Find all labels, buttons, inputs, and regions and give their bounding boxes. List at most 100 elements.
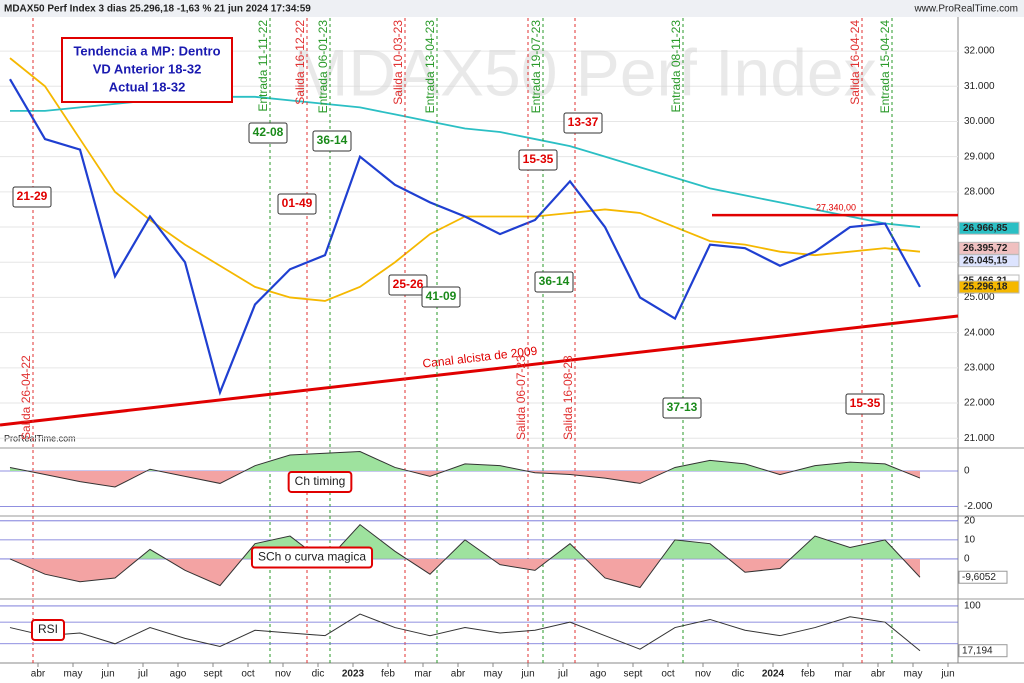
x-tick-label: feb [381,669,395,680]
signal-label: Entrada 08-11-23 [669,20,683,113]
count-box [421,286,461,308]
count-box [845,393,885,415]
count-box [534,271,574,293]
x-tick-label: abr [451,669,466,680]
last-value-label: -9,6052 [962,572,996,583]
signal-label: Salida 16-08-23 [561,355,575,440]
x-tick-label: mar [834,669,852,680]
count-box [662,397,702,419]
y-tick-label: 28.000 [964,186,995,197]
price-tag-label: 26.045,15 [963,255,1008,266]
x-tick-label: oct [241,669,255,680]
price-tag-label: 25.296,18 [963,282,1008,293]
x-tick-label: ago [590,669,607,680]
signal-label: Salida 26-04-22 [19,355,33,440]
count-label: 15-35 [850,396,881,410]
x-tick-label: jul [137,669,148,680]
y-tick-label: 22.000 [964,398,995,409]
count-box [563,112,603,134]
indicator-label-box [287,471,353,493]
count-box [388,274,428,296]
signal-label: Entrada 19-07-23 [529,20,543,114]
y-tick-label: 10 [964,535,976,546]
y-tick-label: 23.000 [964,362,995,373]
watermark: MDAX50 Perf Index [293,35,876,109]
y-tick-label: 100 [964,601,981,612]
x-tick-label: dic [312,669,325,680]
x-tick-label: jun [100,669,114,680]
indicator-label-box [250,546,374,569]
signal-label: Salida 10-03-23 [391,20,405,105]
indicator-label: Ch timing [295,474,346,488]
x-tick-label: abr [31,669,46,680]
header-site: www.ProRealTime.com [913,4,1018,15]
area-positive [10,451,920,471]
count-label: 01-49 [282,196,313,210]
resistance-label: 27.340,00 [816,202,856,212]
count-label: 36-14 [317,133,348,147]
x-tick-label: may [64,669,83,680]
indicator-line [9,523,921,589]
indicator-label-box [30,619,66,641]
signal-label: Salida 16-04-24 [848,20,862,105]
info-box [61,37,233,103]
x-tick-label: ago [170,669,187,680]
indicator-label: SCh o curva magica [258,550,366,564]
x-tick-label: abr [871,669,886,680]
y-tick-label: 29.000 [964,151,995,162]
count-label: 25-26 [393,277,424,291]
count-box [518,149,558,171]
x-tick-label: feb [801,669,815,680]
price-tag-label: 26.966,85 [963,223,1008,234]
price-tag [958,254,1020,268]
x-tick-label: jul [557,669,568,680]
y-tick-label: 32.000 [964,46,995,57]
header-bar [0,0,1024,17]
last-value-box [958,644,1008,658]
channel-line [0,314,959,427]
count-label: 37-13 [667,400,698,414]
price-tag [958,221,1020,235]
y-tick-label: 21.000 [964,433,995,444]
signal-label: Entrada 11-11-22 [256,20,270,112]
y-tick-label: 31.000 [964,81,995,92]
area-negative [10,471,920,487]
price-tag [958,280,1020,294]
count-label: 13-37 [568,115,599,129]
price-line [9,78,921,396]
y-tick-label: 30.000 [964,116,995,127]
x-tick-label: nov [275,669,291,680]
x-tick-label: sept [204,669,223,680]
x-tick-label: mar [414,669,432,680]
x-tick-label: may [484,669,503,680]
indicator-label: RSI [38,622,58,636]
x-tick-label: jun [940,669,954,680]
signal-label: Salida 16-12-22 [293,20,307,105]
y-tick-label: 0 [964,554,970,565]
count-label: 15-35 [523,152,554,166]
price-tag-label: 26.395,72 [963,243,1008,254]
y-tick-label: -2.000 [964,501,993,512]
count-label: 42-08 [253,125,284,139]
y-tick-label: 0 [964,466,970,477]
count-label: 21-29 [17,189,48,203]
info-line: Actual 18-32 [109,79,186,94]
y-tick-label: 20 [964,515,976,526]
x-tick-label: oct [661,669,675,680]
indicator-line [9,450,921,488]
area-positive [10,524,920,559]
x-tick-label: may [904,669,923,680]
count-label: 41-09 [426,289,457,303]
signal-label: Entrada 06-01-23 [316,20,330,114]
x-tick-label: sept [624,669,643,680]
y-tick-label: 25.000 [964,292,995,303]
signal-label: Entrada 15-04-24 [878,20,892,114]
info-line: Tendencia a MP: Dentro [73,43,220,58]
y-tick-label: 24.000 [964,327,995,338]
last-value-label: 17,194 [962,645,993,656]
count-box [312,130,352,152]
x-tick-label: nov [695,669,711,680]
count-box [248,122,288,144]
